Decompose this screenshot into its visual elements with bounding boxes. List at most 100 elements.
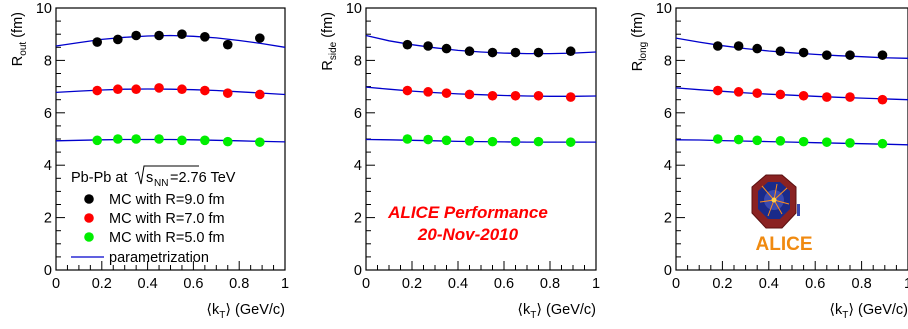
sqrt-symbol (134, 165, 199, 185)
parametrization-curve-rside-1 (365, 86, 597, 97)
x-tick-label: 0.6 (183, 276, 203, 292)
data-point-rlong-s0 (845, 50, 855, 60)
data-point-rlong-s2 (712, 134, 723, 144)
y-tick-label: 8 (44, 53, 52, 69)
legend-header-suffix: =2.76 TeV (170, 170, 236, 186)
legend-sqrt-sub: NN (154, 178, 168, 189)
y-axis-label-rside: Rside (fm) (320, 12, 339, 71)
alice-logo-text: ALICE (756, 234, 813, 255)
data-point-rout-s0 (177, 29, 187, 39)
data-point-rlong-s2 (752, 135, 762, 146)
panel-rside: 0 2 4 6 8 10 0 0.2 0.4 0.6 0.8 1 Rside (fm) ⟨kT⟩ (GeV… (320, 1, 600, 321)
x-tick-label: 0.6 (805, 276, 825, 292)
performance-label: ALICE Performance 20-Nov-2010 (387, 203, 548, 244)
y-tick-label: 10 (656, 1, 672, 17)
x-tick-label: 0.2 (92, 276, 112, 292)
x-tick-label: 0.8 (540, 276, 560, 292)
data-point-rlong-s2 (822, 137, 832, 147)
parametrization-curve-rside-0 (365, 34, 597, 55)
data-point-rlong-s0 (822, 50, 832, 60)
data-point-rout-s0 (154, 30, 164, 41)
x-tick-label: 0.4 (138, 276, 158, 292)
data-point-rside-s0 (423, 41, 433, 51)
data-point-rout-s2 (113, 134, 123, 144)
performance-line2: 20-Nov-2010 (417, 225, 519, 244)
parametrization-curve-rout-1 (55, 88, 286, 96)
data-point-rside-s2 (565, 137, 576, 147)
data-point-rlong-s1 (798, 90, 809, 101)
x-axis-label-rout: ⟨kT⟩ (GeV/c) (206, 302, 285, 321)
alice-logo: ALICE (751, 174, 813, 255)
data-point-rout-s2 (255, 137, 265, 147)
data-point-rlong-s1 (877, 94, 888, 105)
legend: Pb-Pb at s NN =2.76 TeV MC with R=9.0 fm… (71, 165, 236, 266)
parametrization-curve-rout-0 (55, 34, 286, 48)
legend-marker-r5 (84, 232, 94, 242)
data-point-rside-s1 (402, 85, 413, 96)
y-tick-label: 6 (44, 106, 52, 122)
data-point-rout-s1 (177, 84, 187, 95)
parametrization-curve-rside-2 (365, 138, 596, 143)
legend-label-r9: MC with R=9.0 fm (109, 192, 225, 208)
data-point-rlong-s0 (798, 47, 809, 58)
y-tick-label: 10 (346, 1, 362, 17)
data-point-rout-s2 (177, 135, 187, 146)
x-tick-label: 0.4 (448, 276, 468, 292)
data-point-rside-s1 (510, 90, 521, 101)
y-tick-label: 6 (354, 106, 362, 122)
data-point-rout-s0 (200, 32, 210, 42)
data-point-rlong-s0 (712, 41, 723, 51)
legend-marker-r7 (84, 213, 94, 223)
x-tick-label: 0 (672, 276, 680, 292)
y-tick-label: 2 (354, 211, 362, 227)
data-point-rlong-s1 (845, 92, 855, 102)
data-point-rside-s1 (487, 90, 498, 101)
data-point-rside-s1 (565, 92, 576, 102)
x-tick-label: 0.2 (402, 276, 422, 292)
data-point-rside-s0 (441, 43, 452, 54)
legend-header-prefix: Pb-Pb at (71, 170, 127, 186)
data-point-rlong-s0 (775, 46, 786, 57)
data-point-rside-s0 (487, 47, 498, 58)
data-point-rside-s2 (423, 134, 433, 145)
data-point-rlong-s2 (877, 138, 888, 149)
data-point-rside-s0 (533, 47, 544, 58)
x-tick-label: 0.2 (712, 276, 732, 292)
data-point-rside-s1 (441, 88, 452, 98)
data-point-rside-s2 (487, 136, 498, 147)
data-point-rlong-s1 (822, 92, 832, 102)
data-point-rside-s2 (510, 136, 521, 147)
data-point-rout-s1 (131, 84, 141, 95)
data-point-rside-s0 (510, 47, 521, 58)
legend-label-r5: MC with R=5.0 fm (109, 230, 225, 246)
data-point-rlong-s2 (733, 134, 744, 145)
y-tick-label: 2 (664, 211, 672, 227)
legend-marker-r9 (84, 194, 94, 204)
panel-rlong: 0 2 4 6 8 10 0 0.2 0.4 0.6 0.8 1 Rlong (fm) ⟨kT⟩ (GeV… (630, 1, 908, 321)
x-tick-label: 0 (52, 276, 60, 292)
y-tick-label: 0 (354, 263, 362, 279)
y-tick-label: 4 (664, 158, 672, 174)
data-point-rout-s1 (113, 84, 123, 95)
legend-label-parametrization: parametrization (109, 250, 209, 266)
data-point-rout-s2 (222, 136, 233, 147)
data-point-rout-s1 (200, 85, 210, 96)
data-point-rout-s1 (154, 83, 164, 93)
data-point-rside-s1 (464, 89, 475, 100)
data-point-rside-s2 (464, 136, 475, 146)
performance-line1: ALICE Performance (387, 203, 548, 222)
x-tick-label: 0 (362, 276, 370, 292)
data-point-rout-s2 (131, 134, 141, 144)
data-point-rside-s1 (423, 87, 433, 97)
y-tick-label: 4 (44, 158, 52, 174)
data-point-rout-s2 (92, 135, 103, 146)
data-point-rout-s0 (222, 39, 233, 50)
data-point-rlong-s1 (712, 85, 723, 96)
data-point-rout-s0 (113, 34, 123, 45)
data-point-rside-s0 (402, 39, 413, 50)
x-axis-label-rside: ⟨kT⟩ (GeV/c) (517, 302, 596, 321)
data-point-rout-s2 (154, 134, 164, 144)
x-tick-label: 1 (592, 276, 600, 292)
data-point-rside-s1 (533, 90, 544, 101)
x-tick-label: 0.4 (759, 276, 779, 292)
